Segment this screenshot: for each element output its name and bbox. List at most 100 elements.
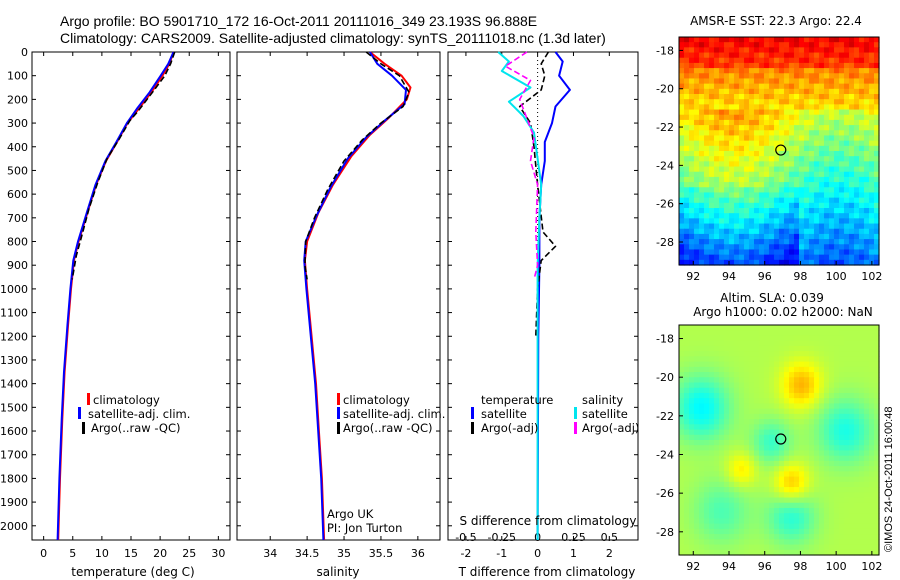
map-cell bbox=[769, 528, 775, 535]
map-cell bbox=[819, 130, 825, 137]
map-cell bbox=[679, 487, 685, 493]
map-cell bbox=[789, 403, 795, 410]
map-cell bbox=[839, 471, 845, 478]
map-cell bbox=[724, 445, 730, 452]
map-cell bbox=[789, 398, 795, 405]
map-cell bbox=[679, 176, 685, 183]
map-cell bbox=[774, 549, 780, 556]
map-cell bbox=[734, 450, 740, 457]
map-cell bbox=[804, 125, 810, 131]
map-cell bbox=[829, 94, 835, 100]
map-cell bbox=[804, 156, 810, 162]
map-cell bbox=[684, 471, 690, 478]
map-cell bbox=[779, 476, 785, 483]
map-cell bbox=[704, 239, 710, 245]
map-cell bbox=[854, 351, 860, 357]
map-cell bbox=[829, 335, 835, 342]
map-cell bbox=[689, 340, 695, 347]
map-cell bbox=[689, 528, 695, 535]
map-cell bbox=[754, 382, 760, 389]
map-cell bbox=[709, 228, 715, 235]
map-cell bbox=[689, 109, 695, 116]
map-cell bbox=[769, 372, 775, 378]
map-cell bbox=[794, 330, 800, 337]
map-cell bbox=[799, 233, 805, 240]
map-cell bbox=[729, 42, 735, 48]
map-cell bbox=[704, 429, 710, 436]
map-cell bbox=[829, 145, 835, 152]
map-cell bbox=[749, 440, 755, 446]
map-cell bbox=[804, 135, 810, 142]
map-cell bbox=[854, 492, 860, 499]
map-cell bbox=[754, 419, 760, 425]
map-cell bbox=[784, 37, 790, 43]
map-cell bbox=[824, 497, 830, 504]
map-cell bbox=[714, 187, 720, 194]
map-cell bbox=[799, 497, 805, 504]
map-cell bbox=[829, 171, 835, 178]
map-cell bbox=[844, 544, 850, 551]
map-cell bbox=[754, 356, 760, 363]
map-cell bbox=[814, 223, 820, 230]
map-cell bbox=[694, 497, 700, 504]
map-cell bbox=[744, 171, 750, 178]
map-cell bbox=[844, 197, 850, 204]
map-cell bbox=[729, 213, 735, 219]
map-cell bbox=[704, 208, 710, 214]
map-cell bbox=[734, 429, 740, 436]
map-cell bbox=[734, 78, 740, 85]
map-cell bbox=[734, 377, 740, 384]
map-cell bbox=[849, 471, 855, 478]
map-cell bbox=[804, 228, 810, 235]
map-cell bbox=[874, 335, 880, 342]
map-cell bbox=[754, 125, 760, 131]
map-cell bbox=[684, 366, 690, 373]
map-cell bbox=[694, 233, 700, 240]
map-cell bbox=[864, 539, 870, 546]
map-cell bbox=[694, 78, 700, 85]
map-cell bbox=[679, 356, 685, 363]
map-cell bbox=[679, 233, 685, 240]
map-cell bbox=[739, 156, 745, 162]
map-cell bbox=[709, 182, 715, 188]
map-cell bbox=[744, 476, 750, 483]
map-cell bbox=[794, 233, 800, 240]
map-cell bbox=[724, 497, 730, 504]
map-cell bbox=[724, 187, 730, 194]
map-cell bbox=[789, 104, 795, 111]
map-cell bbox=[749, 471, 755, 478]
map-cell bbox=[809, 549, 815, 556]
map-cell bbox=[769, 497, 775, 504]
map-cell bbox=[774, 125, 780, 131]
map-cell bbox=[754, 413, 760, 420]
map-cell bbox=[729, 351, 735, 357]
map-cell bbox=[764, 450, 770, 457]
map-cell bbox=[764, 413, 770, 420]
map-cell bbox=[864, 99, 870, 105]
map-cell bbox=[704, 104, 710, 111]
map-cell bbox=[824, 187, 830, 194]
map-cell bbox=[874, 166, 880, 173]
map-cell bbox=[734, 140, 740, 147]
map-cell bbox=[849, 99, 855, 105]
map-cell bbox=[734, 47, 740, 54]
map-cell bbox=[779, 356, 785, 363]
map-cell bbox=[679, 208, 685, 214]
map-cell bbox=[804, 534, 810, 540]
map-cell bbox=[804, 466, 810, 472]
map-cell bbox=[744, 445, 750, 452]
map-y-tick-label: -28 bbox=[656, 236, 674, 249]
map-cell bbox=[859, 356, 865, 363]
map-cell bbox=[819, 114, 825, 121]
map-cell bbox=[694, 377, 700, 384]
map-cell bbox=[834, 161, 840, 168]
map-cell bbox=[789, 197, 795, 204]
map-cell bbox=[754, 497, 760, 504]
map-cell bbox=[869, 325, 875, 331]
map-cell bbox=[804, 182, 810, 188]
map-cell bbox=[719, 361, 725, 368]
map-cell bbox=[769, 476, 775, 483]
map-cell bbox=[714, 125, 720, 131]
map-cell bbox=[724, 340, 730, 347]
map-cell bbox=[869, 145, 875, 152]
